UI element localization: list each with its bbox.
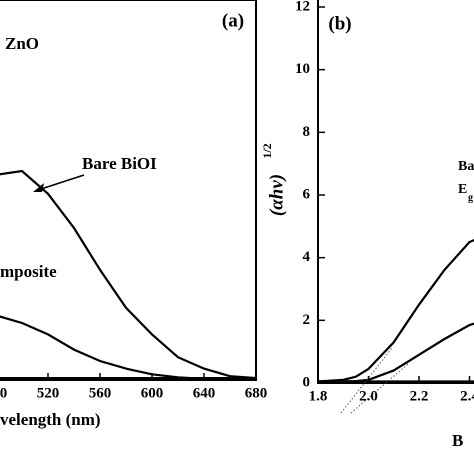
- frame-b: [317, 0, 474, 384]
- x-tick-label: 520: [37, 385, 60, 401]
- y-tick-label: 0: [303, 374, 311, 390]
- arrow: [37, 174, 85, 191]
- y-tick-label: 6: [303, 186, 311, 202]
- legend-label: mposite: [0, 262, 57, 281]
- x-tick-label: 640: [193, 385, 216, 401]
- x-tick-label: 2.4: [460, 388, 474, 404]
- y-tick-label: 8: [303, 124, 311, 140]
- panel-a: 480 520 560 600 640 680: [0, 169, 268, 401]
- legend-label: ZnO: [5, 34, 39, 53]
- y-tick-label: 10: [295, 61, 310, 77]
- arrow-head: [33, 183, 44, 192]
- panel-title: (a): [222, 10, 244, 31]
- y-axis-label-exponent: 1/2: [260, 143, 274, 158]
- x-tick-label: 2.2: [410, 388, 429, 404]
- annotation: g: [468, 192, 473, 203]
- x-tick-label: 2.0: [359, 388, 378, 404]
- data-line: [318, 322, 474, 383]
- y-axis-label: (αhν): [266, 174, 287, 216]
- data-line: [318, 238, 474, 383]
- frame-a: [0, 0, 257, 381]
- x-tick-label: 680: [245, 385, 268, 401]
- panel-b: 1.8 2.0 2.2 2.4 0 2 4 6 8 10 12: [295, 0, 474, 404]
- annotation: Ba: [458, 159, 474, 174]
- x-tick-label: 560: [89, 385, 112, 401]
- data-line: [0, 169, 257, 380]
- y-axis-label-group: (αhν) 1/2: [260, 143, 288, 216]
- legend-label: Bare BiOI: [82, 154, 157, 173]
- panel-title: (b): [328, 13, 351, 34]
- data-line: [0, 315, 257, 381]
- x-tick-label: 1.8: [309, 388, 328, 404]
- x-axis-label: velength (nm): [0, 410, 101, 429]
- x-axis-label: B: [452, 431, 463, 450]
- x-tick-label: 600: [141, 385, 164, 401]
- y-tick-label: 12: [295, 0, 310, 14]
- annotation: E: [458, 182, 467, 197]
- x-tick-label: 480: [0, 385, 7, 401]
- y-tick-label: 4: [303, 249, 311, 265]
- y-tick-label: 2: [303, 312, 311, 328]
